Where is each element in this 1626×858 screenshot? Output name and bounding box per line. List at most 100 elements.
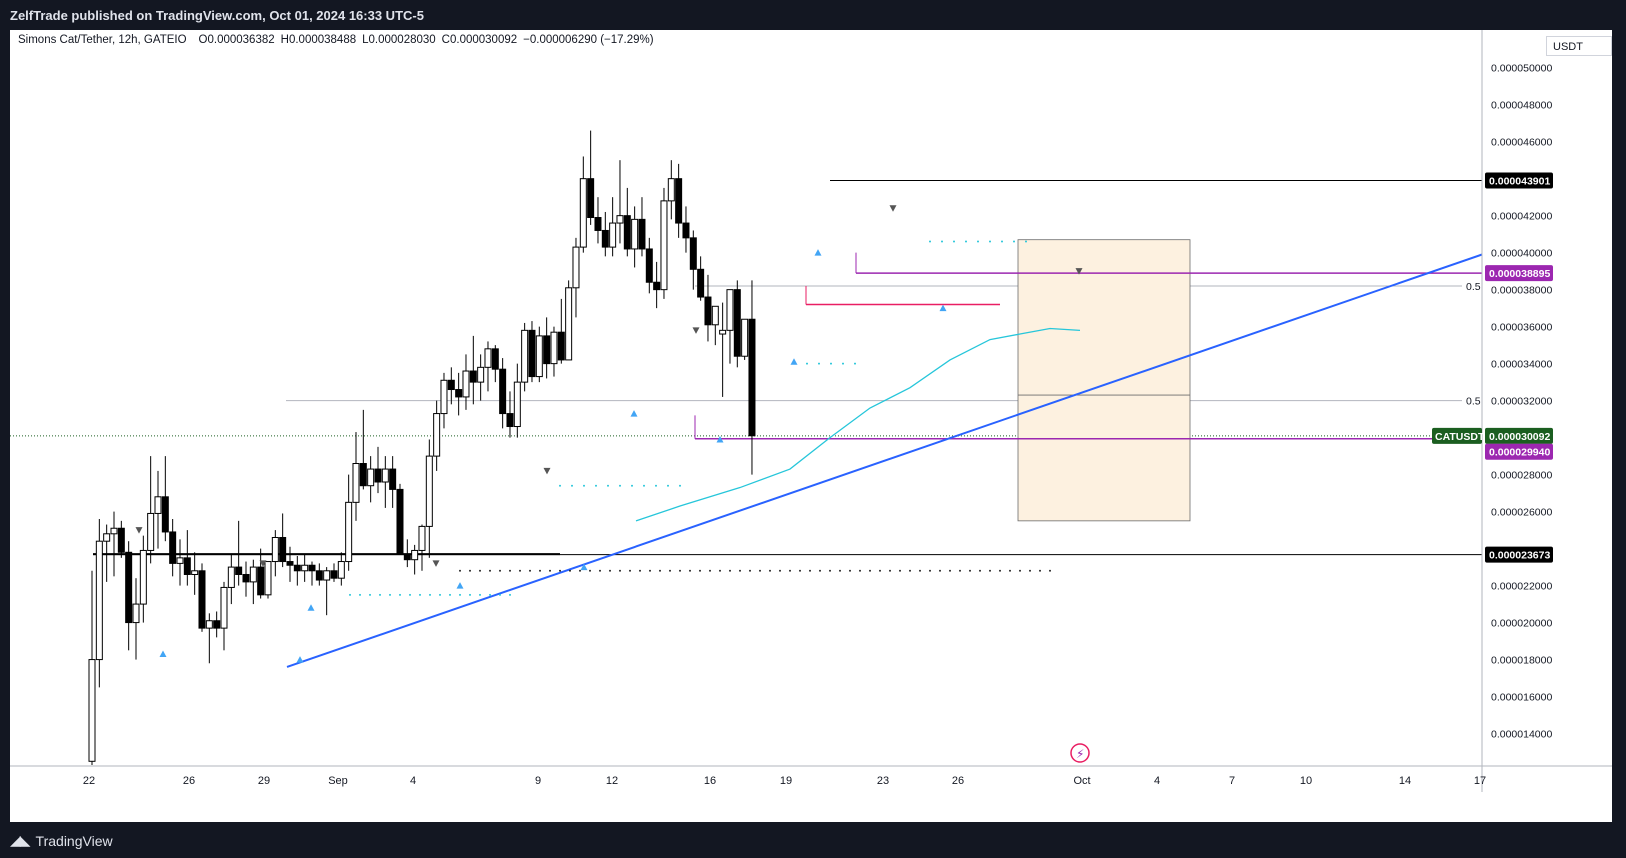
time-tick-label: Sep <box>328 775 348 787</box>
price-tick-label: 0.000038000 <box>1491 285 1552 297</box>
candle-up <box>418 525 426 551</box>
dotted-level-dark <box>549 569 551 572</box>
dotted-level-cyan <box>479 593 481 596</box>
candle-down <box>125 551 133 624</box>
time-tick-label: 12 <box>606 775 618 787</box>
candle-down <box>697 268 705 298</box>
dotted-level-dark <box>889 569 891 572</box>
candle-down <box>733 289 741 357</box>
dotted-level-dark <box>1049 569 1051 572</box>
candle-down <box>117 527 125 553</box>
candle-down <box>594 217 602 231</box>
dotted-level-dark <box>749 569 751 572</box>
candle-down <box>601 229 609 248</box>
down-signal-marker <box>889 205 897 212</box>
candle-up <box>249 566 257 583</box>
time-tick-label: 26 <box>952 775 964 787</box>
dotted-level-dark <box>929 569 931 572</box>
dotted-level-dark <box>899 569 901 572</box>
candle-down <box>638 218 646 250</box>
dotted-level-dark <box>499 569 501 572</box>
dotted-level-cyan <box>583 484 585 487</box>
dotted-level-dark <box>629 569 631 572</box>
dotted-level-dark <box>689 569 691 572</box>
time-tick-label: Oct <box>1073 775 1090 787</box>
dotted-level-cyan <box>818 362 820 365</box>
dotted-level-cyan <box>571 484 573 487</box>
price-tick-label: 0.000018000 <box>1491 655 1552 667</box>
candle-up <box>484 348 492 368</box>
legend-close-label: C <box>441 34 450 46</box>
candle-down <box>279 536 287 563</box>
candle-down <box>308 564 316 572</box>
currency-selector[interactable]: USDT <box>1546 36 1612 56</box>
ema-line <box>635 327 1081 522</box>
candle-down <box>161 496 169 533</box>
down-signal-marker <box>1075 268 1083 275</box>
dotted-level-dark <box>869 569 871 572</box>
candle-down <box>242 573 250 583</box>
dotted-level-cyan <box>1025 240 1027 243</box>
signal-markers: ⚡ <box>135 205 1090 763</box>
candle-down <box>557 331 565 361</box>
chart-guides: 0.5 0.5 <box>10 281 1482 437</box>
price-tick-label: 0.000048000 <box>1491 100 1552 112</box>
fib-level-label: 0.5 <box>1466 281 1481 293</box>
dotted-level-cyan <box>429 593 431 596</box>
dotted-level-cyan <box>359 593 361 596</box>
time-tick-label: 26 <box>183 775 195 787</box>
dotted-level-cyan <box>559 484 561 487</box>
candle-down <box>543 335 551 365</box>
dotted-level-dark <box>569 569 571 572</box>
candle-down <box>645 248 653 283</box>
dotted-level-cyan <box>929 240 931 243</box>
dotted-level-dark <box>709 569 711 572</box>
candle-up <box>425 455 433 527</box>
projection-rectangle <box>1017 239 1191 522</box>
publisher-line: ZelfTrade published on TradingView.com, … <box>10 8 424 23</box>
dotted-level-cyan <box>679 484 681 487</box>
time-tick-label: 19 <box>780 775 792 787</box>
dotted-level-cyan <box>854 362 856 365</box>
dotted-level-dark <box>919 569 921 572</box>
price-tick-label: 0.000034000 <box>1491 359 1552 371</box>
price-tick-label: 0.000020000 <box>1491 618 1552 630</box>
dotted-level-cyan <box>469 593 471 596</box>
candle-up <box>477 366 485 383</box>
dotted-level-dark <box>669 569 671 572</box>
dotted-level-dark <box>849 569 851 572</box>
tradingview-logo-icon: ◢◣ <box>10 832 31 848</box>
legend-symbol: Simons Cat/Tether, 12h, GATEIO <box>18 34 187 46</box>
dotted-level-cyan <box>499 593 501 596</box>
dotted-level-dark <box>819 569 821 572</box>
price-tick-label: 0.000016000 <box>1491 692 1552 704</box>
lightning-glyph-icon: ⚡ <box>1076 747 1084 761</box>
candle-down <box>169 531 177 564</box>
candle-down <box>704 296 712 326</box>
price-tag-label: 0.000023673 <box>1489 550 1550 562</box>
dotted-level-cyan <box>953 240 955 243</box>
dotted-level-cyan <box>379 593 381 596</box>
candle-down <box>587 178 595 219</box>
dotted-level-dark <box>789 569 791 572</box>
dotted-level-dark <box>859 569 861 572</box>
chart-frame[interactable] <box>10 30 1612 822</box>
price-tick-label: 0.000022000 <box>1491 581 1552 593</box>
candle-up <box>521 329 529 383</box>
candle-down <box>374 468 382 483</box>
candle-up <box>147 512 155 551</box>
price-tag <box>1485 172 1553 189</box>
up-signal-marker <box>814 249 822 256</box>
candle-up <box>139 549 147 605</box>
footer-bar: ◢◣ TradingView <box>0 822 1626 858</box>
time-tick-label: 4 <box>1154 775 1160 787</box>
candle-down <box>315 570 323 581</box>
candle-up <box>565 287 573 361</box>
dotted-level-cyan <box>595 484 597 487</box>
candle-up <box>271 536 279 563</box>
legend-open: 0.000036382 <box>207 34 275 46</box>
candle-down <box>213 620 221 629</box>
dotted-level-dark <box>529 569 531 572</box>
candle-down <box>653 281 661 291</box>
